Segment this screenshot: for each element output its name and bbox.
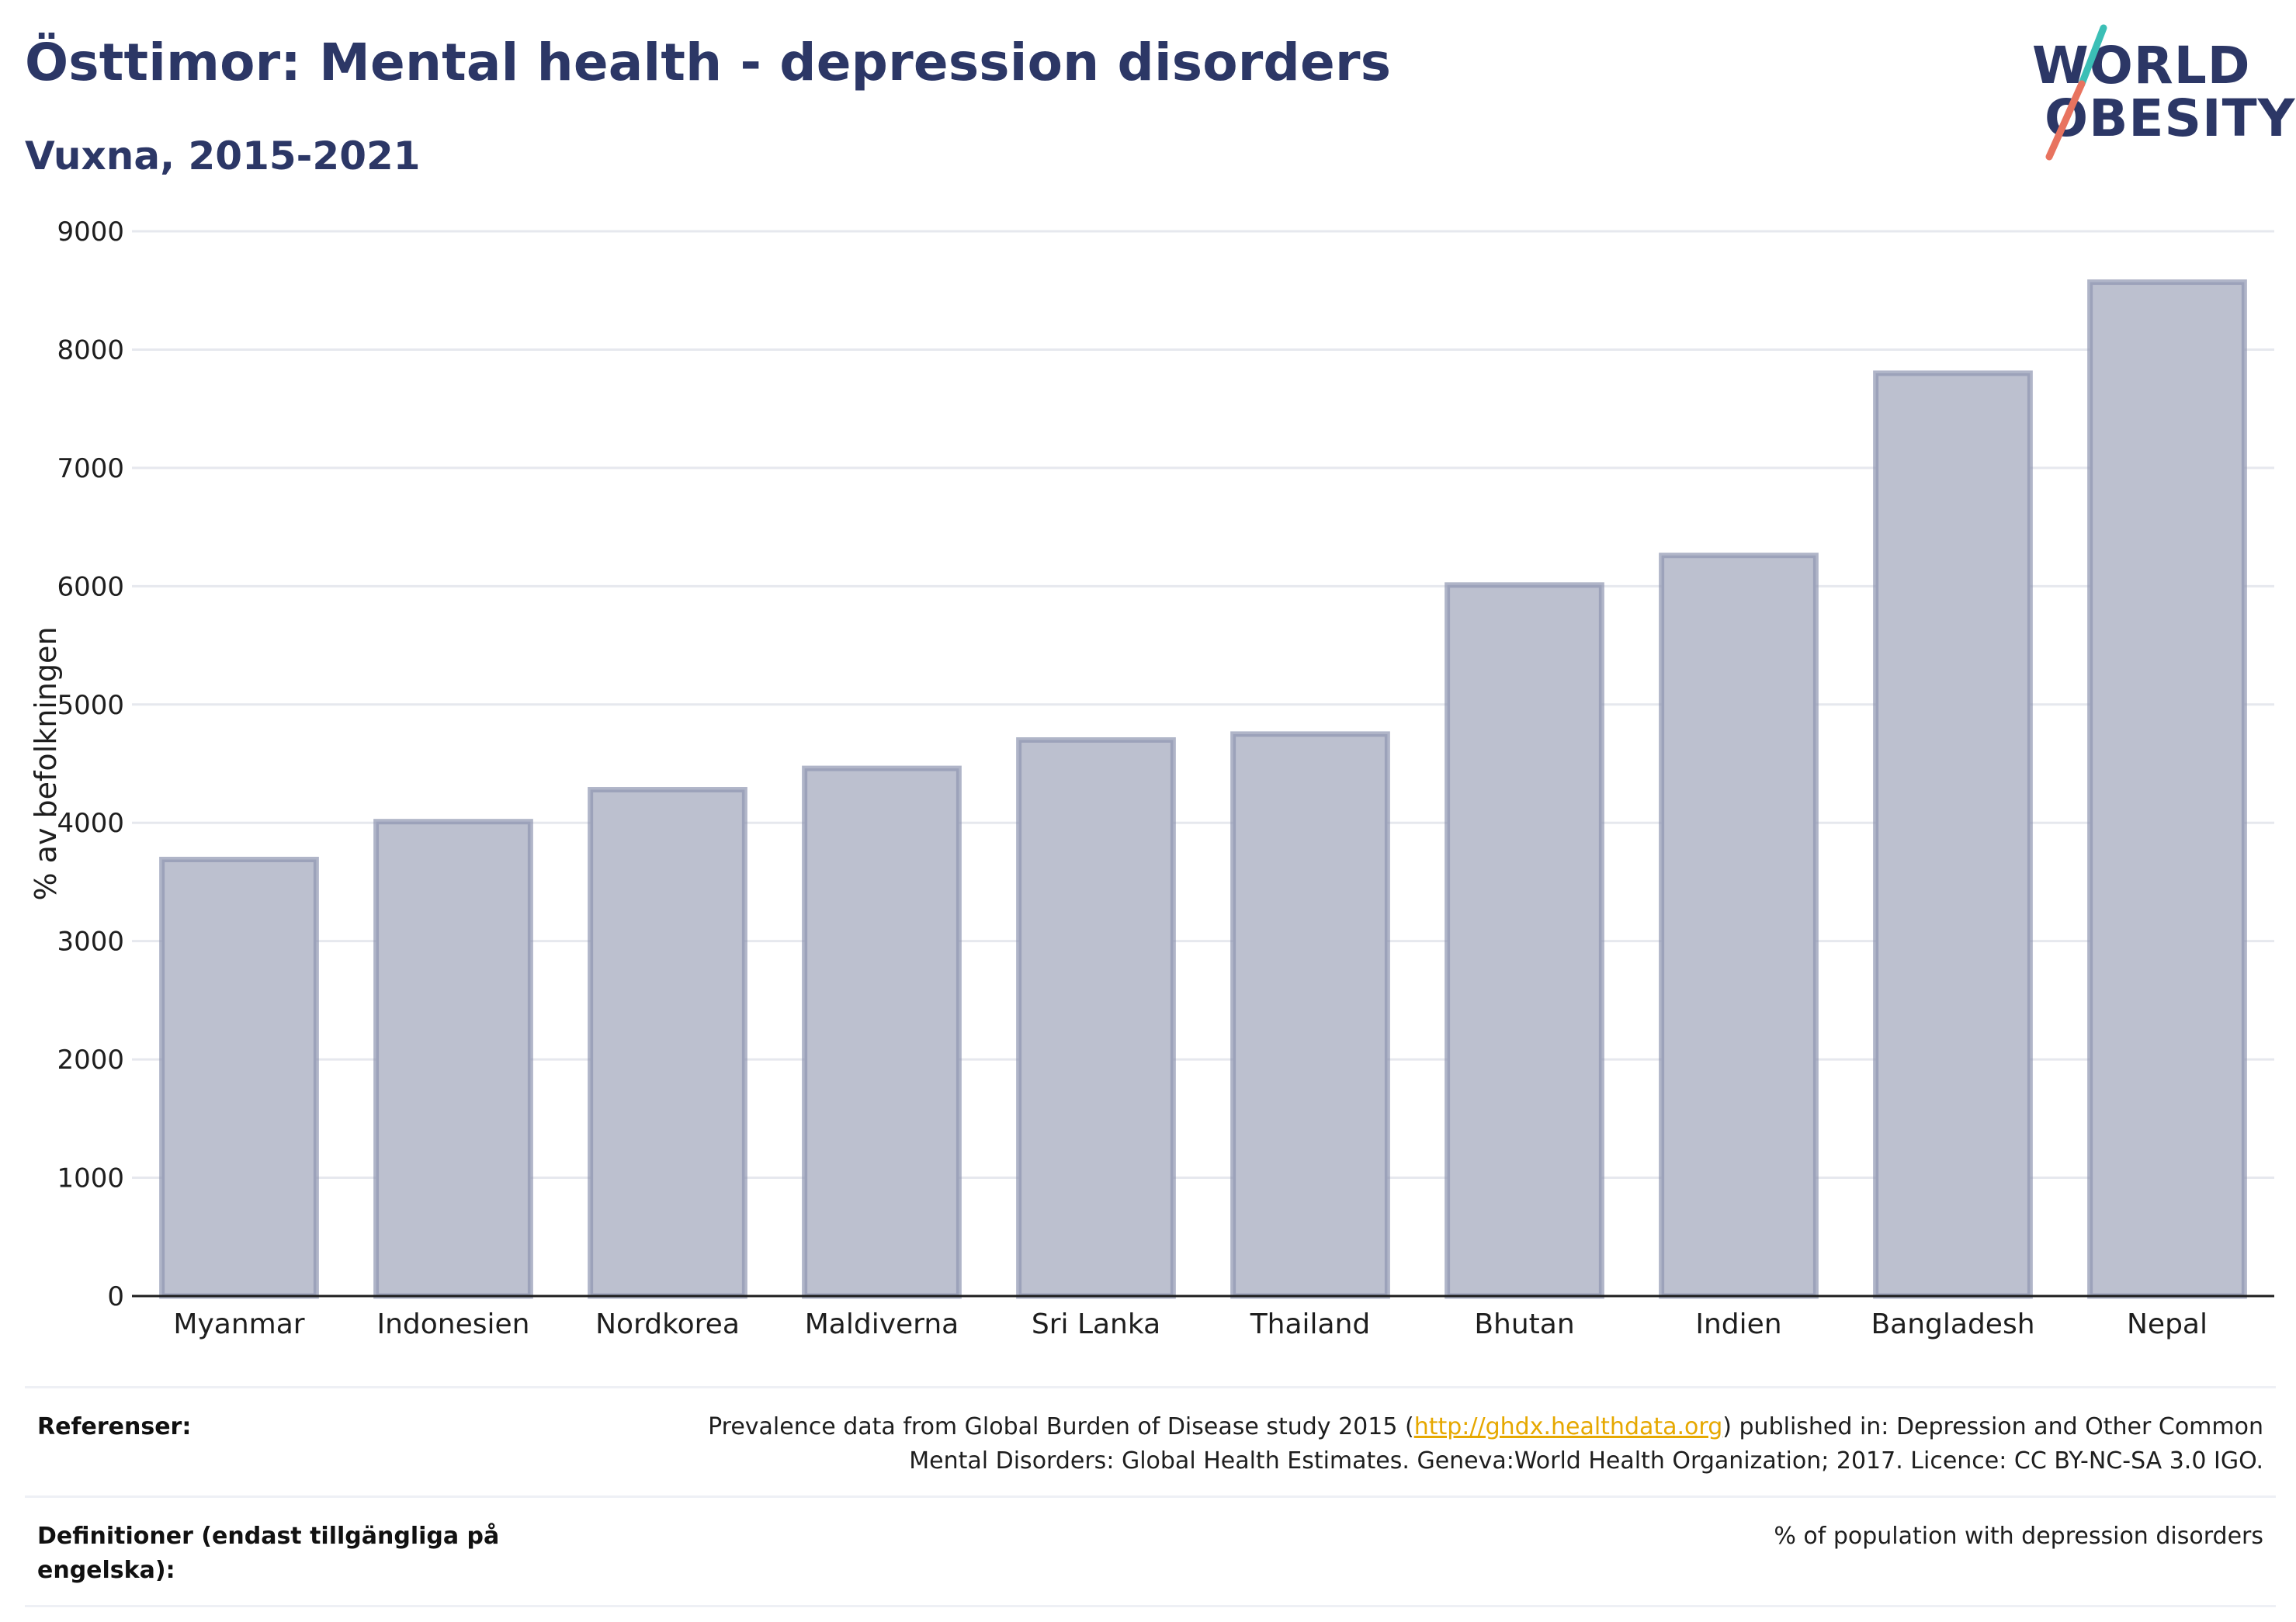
x-tick-label: Sri Lanka (1032, 1308, 1160, 1340)
x-tick-label: Nordkorea (595, 1308, 740, 1340)
bar-maldiverna (802, 765, 962, 1299)
bar-myanmar (159, 856, 319, 1299)
x-tick-label: Bhutan (1474, 1308, 1574, 1340)
bar-sri-lanka (1016, 737, 1176, 1299)
references-table: Referenser: Prevalence data from Global … (25, 1386, 2276, 1607)
references-link[interactable]: http://ghdx.healthdata.org (1413, 1413, 1723, 1440)
x-tick-label: Myanmar (173, 1308, 304, 1340)
references-text: Prevalence data from Global Burden of Di… (556, 1410, 2263, 1478)
logo-slash-icon (2045, 24, 2107, 161)
y-tick-label: 8000 (57, 334, 124, 366)
logo-word-obesity: OBESITY (2045, 88, 2296, 148)
logo-word-world: WORLD (2032, 36, 2251, 95)
x-tick-label: Thailand (1250, 1308, 1371, 1340)
bar-thailand (1230, 731, 1390, 1299)
y-tick-label: 7000 (57, 453, 124, 484)
y-tick-label: 4000 (57, 808, 124, 839)
references-label: Referenser: (37, 1413, 192, 1440)
definitions-label: Definitioner (endast tillgängliga på eng… (37, 1523, 500, 1584)
chart-title: Östtimor: Mental health - depression dis… (25, 33, 1392, 92)
bar-chart: 0 1000 2000 3000 4000 5000 6000 7000 8000 9000 % a… (29, 217, 2274, 1340)
x-tick-label: Bangladesh (1871, 1308, 2034, 1340)
references-text-line2: Mental Disorders: Global Health Estimate… (909, 1447, 2263, 1475)
x-tick-label: Indonesien (377, 1308, 530, 1340)
y-tick-label: 2000 (57, 1045, 124, 1076)
bar-nordkorea (588, 787, 747, 1299)
y-tick-label: 5000 (57, 690, 124, 721)
y-axis-label: % av befolkningen (29, 626, 63, 900)
definitions-row: Definitioner (endast tillgängliga på eng… (25, 1495, 2276, 1607)
bar-bhutan (1445, 582, 1604, 1299)
references-text-after: ) published in: Depression and Other Com… (1722, 1413, 2263, 1440)
definitions-text: % of population with depression disorder… (1774, 1523, 2263, 1550)
bar-nepal (2087, 279, 2247, 1299)
chart-subtitle: Vuxna, 2015-2021 (25, 133, 421, 178)
x-tick-label: Indien (1695, 1308, 1781, 1340)
x-tick-label: Nepal (2127, 1308, 2208, 1340)
references-row: Referenser: Prevalence data from Global … (25, 1386, 2276, 1495)
y-tick-label: 3000 (57, 927, 124, 958)
bar-indonesien (373, 819, 533, 1299)
world-obesity-logo: WORLD OBESITY (2018, 23, 2294, 163)
references-text-before: Prevalence data from Global Burden of Di… (708, 1413, 1414, 1440)
bar-bangladesh (1873, 370, 2033, 1299)
y-tick-label: 0 (107, 1281, 124, 1312)
x-tick-label: Maldiverna (805, 1308, 959, 1340)
bar-indien (1659, 553, 1819, 1299)
y-tick-label: 9000 (57, 217, 124, 248)
y-tick-label: 6000 (57, 571, 124, 602)
y-tick-label: 1000 (57, 1163, 124, 1194)
